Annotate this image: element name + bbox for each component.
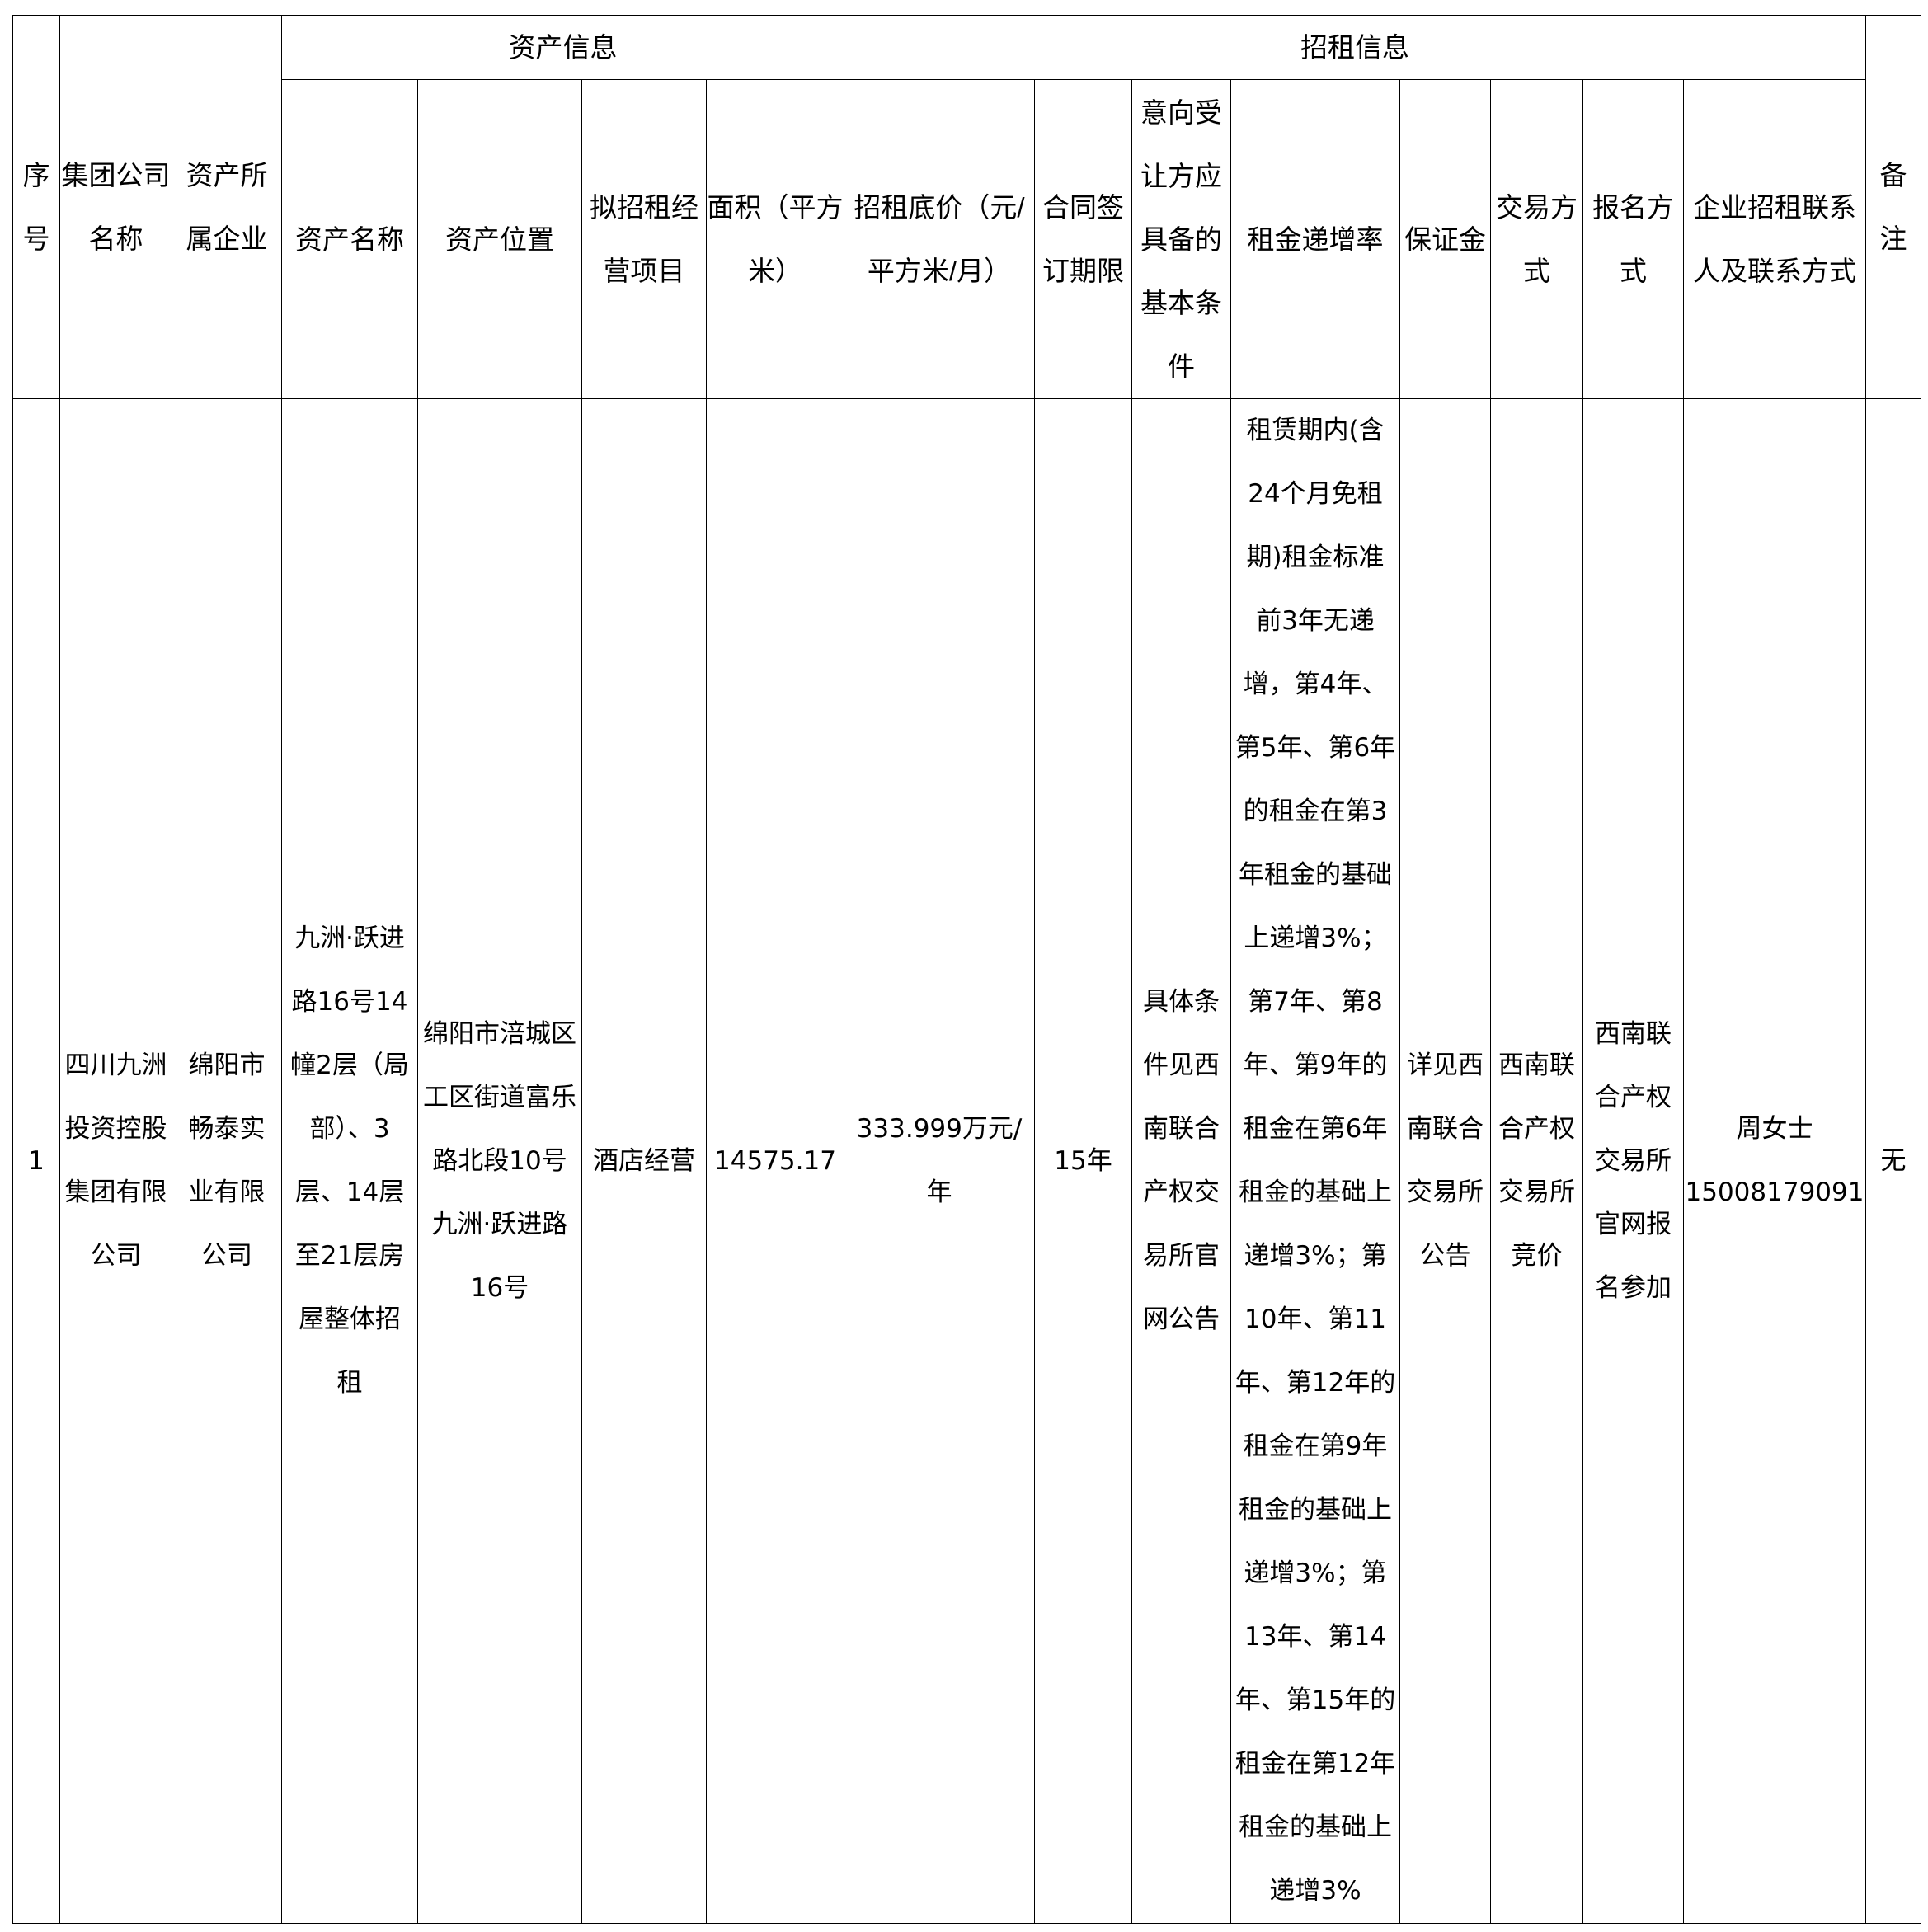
header-contact: 企业招租联系 人及联系方式 <box>1683 79 1866 399</box>
header-area: 面积（平方 米） <box>706 79 844 399</box>
header-business-project: 拟招租经 营项目 <box>581 79 707 399</box>
cell-owner-enterprise: 绵阳市 畅泰实 业有限 公司 <box>172 398 282 1924</box>
header-contract-term: 合同签 订期限 <box>1034 79 1132 399</box>
header-asset-location: 资产位置 <box>417 79 582 399</box>
header-remarks: 备 注 <box>1865 15 1921 399</box>
lease-table: 序 号 集团公司 名称 资产所 属企业 资产信息 招租信息 备 注 资产名称 资… <box>12 15 1921 1924</box>
cell-remarks: 无 <box>1865 398 1921 1924</box>
cell-deposit: 详见西 南联合 交易所 公告 <box>1399 398 1491 1924</box>
header-base-price: 招租底价（元/ 平方米/月） <box>844 79 1035 399</box>
header-asset-name: 资产名称 <box>281 79 418 399</box>
table-row: 1 四川九洲 投资控股 集团有限 公司 绵阳市 畅泰实 业有限 公司 九洲·跃进… <box>12 398 1921 1924</box>
cell-area: 14575.17 <box>706 398 844 1924</box>
header-asset-info: 资产信息 <box>281 15 844 80</box>
cell-asset-name: 九洲·跃进 路16号14 幢2层（局 部）、3 层、14层 至21层房 屋整体招… <box>281 398 418 1924</box>
header-lease-info: 招租信息 <box>844 15 1866 80</box>
cell-seq: 1 <box>12 398 60 1924</box>
header-owner-enterprise: 资产所 属企业 <box>172 15 282 399</box>
header-registration: 报名方 式 <box>1582 79 1684 399</box>
cell-rent-increase: 租赁期内(含 24个月免租 期)租金标准 前3年无递 增，第4年、 第5年、第6… <box>1230 398 1400 1924</box>
cell-trade-method: 西南联 合产权 交易所 竞价 <box>1490 398 1583 1924</box>
header-seq: 序 号 <box>12 15 60 399</box>
cell-conditions: 具体条 件见西 南联合 产权交 易所官 网公告 <box>1131 398 1231 1924</box>
cell-contact: 周女士 15008179091 <box>1683 398 1866 1924</box>
cell-group-company: 四川九洲 投资控股 集团有限 公司 <box>59 398 172 1924</box>
cell-base-price: 333.999万元/ 年 <box>844 398 1035 1924</box>
cell-contract-term: 15年 <box>1034 398 1132 1924</box>
cell-registration: 西南联 合产权 交易所 官网报 名参加 <box>1582 398 1684 1924</box>
header-group-company: 集团公司 名称 <box>59 15 172 399</box>
header-rent-increase: 租金递增率 <box>1230 79 1400 399</box>
header-trade-method: 交易方 式 <box>1490 79 1583 399</box>
header-conditions: 意向受 让方应 具备的 基本条 件 <box>1131 79 1231 399</box>
cell-asset-location: 绵阳市涪城区 工区街道富乐 路北段10号 九洲·跃进路 16号 <box>417 398 582 1924</box>
cell-business-project: 酒店经营 <box>581 398 707 1924</box>
header-deposit: 保证金 <box>1399 79 1491 399</box>
